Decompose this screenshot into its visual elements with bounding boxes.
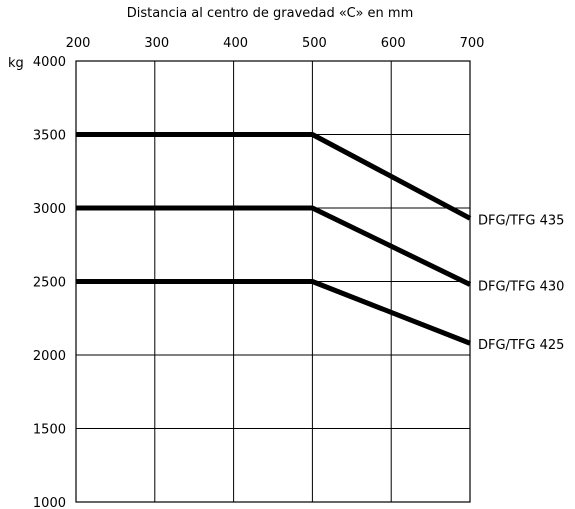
series-label: DFG/TFG 430 [478, 279, 564, 294]
series-label: DFG/TFG 435 [478, 213, 564, 228]
series-labels: DFG/TFG 435 DFG/TFG 430 DFG/TFG 425 [478, 213, 564, 353]
x-axis-title: Distancia al centro de gravedad «C» en m… [127, 6, 414, 21]
y-tick-label: 1500 [33, 423, 66, 438]
y-tick-label: 2000 [33, 349, 66, 364]
tick-labels: 200 300 400 500 600 700 1000 1500 2000 2500 3000 35… [33, 36, 485, 509]
series-line [76, 205, 472, 287]
series-line [76, 132, 472, 221]
y-tick-label: 3500 [33, 129, 66, 144]
x-tick-label: 700 [460, 36, 485, 51]
series-label: DFG/TFG 425 [478, 338, 564, 353]
x-tick-label: 600 [381, 36, 406, 51]
x-tick-label: 200 [66, 36, 91, 51]
series-lines [76, 132, 472, 346]
x-tick-label: 400 [223, 36, 248, 51]
y-tick-label: 4000 [33, 55, 66, 70]
y-tick-label: 3000 [33, 202, 66, 217]
series-line [76, 279, 471, 346]
y-axis-unit-label: kg [8, 56, 24, 71]
y-tick-label: 1000 [33, 496, 66, 509]
x-tick-label: 300 [144, 36, 169, 51]
x-tick-label: 500 [302, 36, 327, 51]
y-tick-label: 2500 [33, 276, 66, 291]
